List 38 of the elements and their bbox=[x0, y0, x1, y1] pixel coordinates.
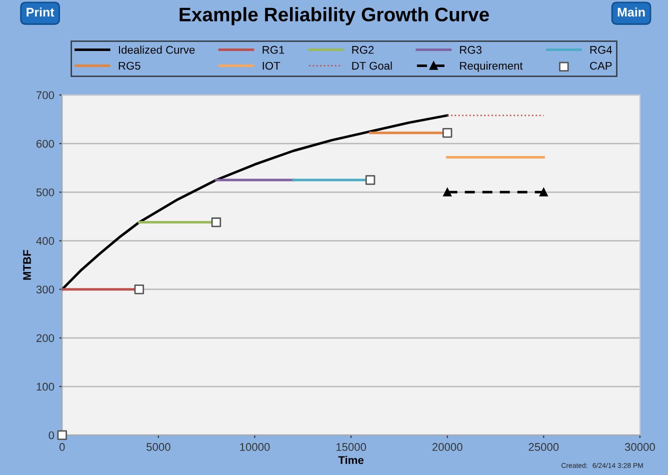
legend-label: Idealized Curve bbox=[118, 46, 195, 54]
legend-label: Requirement bbox=[460, 62, 523, 72]
legend-label: RG3 bbox=[460, 46, 482, 54]
point bbox=[134, 284, 144, 294]
point bbox=[211, 217, 222, 228]
y-tick-label: 700 bbox=[36, 91, 54, 100]
point bbox=[57, 430, 67, 440]
y-axis-title: MTBF bbox=[23, 250, 31, 280]
x-tick-label: 20000 bbox=[432, 443, 462, 451]
legend-label: RG5 bbox=[118, 62, 140, 70]
x-tick-label: 5000 bbox=[146, 443, 170, 451]
line-series bbox=[62, 114, 449, 291]
x-tick-label: 15000 bbox=[336, 443, 366, 451]
y-tick-label: 100 bbox=[36, 382, 54, 391]
y-tick-label: 600 bbox=[36, 140, 54, 148]
y-tick-label: 200 bbox=[36, 334, 54, 342]
y-tick-label: 0 bbox=[48, 431, 54, 440]
point bbox=[539, 188, 548, 196]
x-tick-label: 0 bbox=[59, 443, 65, 451]
text: Main bbox=[618, 7, 645, 17]
x-tick-label: 30000 bbox=[624, 443, 655, 451]
chart-title: Example Reliability Growth Curve bbox=[180, 7, 489, 26]
legend-label: RG2 bbox=[352, 46, 374, 54]
y-tick-label: 500 bbox=[36, 188, 54, 196]
legend-label: IOT bbox=[262, 62, 280, 70]
x-axis-title: Time bbox=[338, 456, 364, 464]
x-tick-label: 25000 bbox=[528, 443, 559, 451]
y-tick-label: 400 bbox=[36, 237, 54, 245]
x-tick-label: 10000 bbox=[240, 443, 270, 451]
legend-label: DT Goal bbox=[352, 62, 392, 70]
point bbox=[365, 175, 376, 185]
legend-label: RG4 bbox=[590, 46, 612, 54]
point bbox=[442, 128, 452, 138]
text: Print bbox=[26, 7, 54, 17]
y-tick-label: 300 bbox=[36, 286, 54, 294]
legend-label: RG1 bbox=[262, 46, 284, 54]
legend-label: CAP bbox=[590, 62, 612, 70]
point bbox=[443, 188, 452, 196]
